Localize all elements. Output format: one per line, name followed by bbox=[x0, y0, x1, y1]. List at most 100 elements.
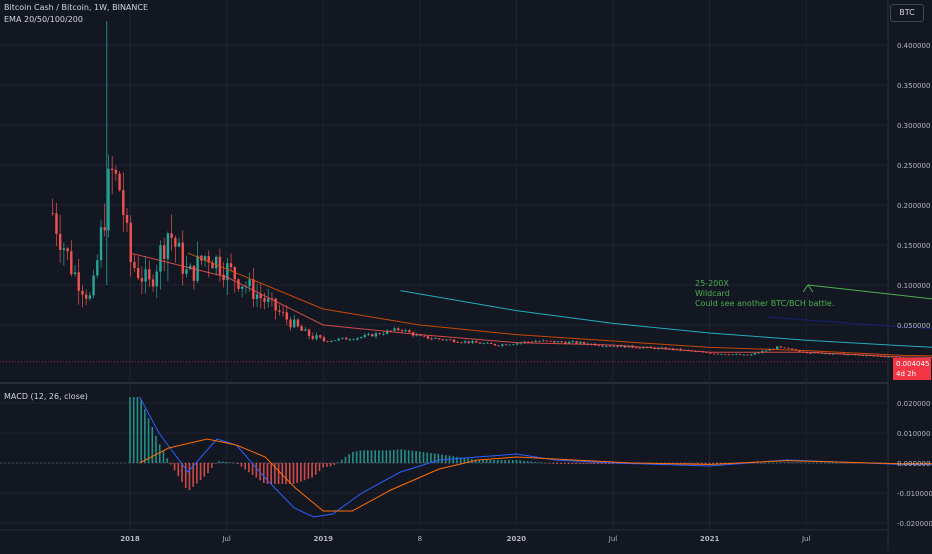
candle-body bbox=[516, 343, 518, 344]
candle-body bbox=[63, 248, 65, 250]
candle-body bbox=[757, 353, 759, 354]
candle-body bbox=[144, 269, 146, 281]
candle-body bbox=[338, 339, 340, 341]
candle-body bbox=[230, 263, 232, 267]
candle-body bbox=[750, 354, 752, 355]
macd-histogram-bar bbox=[501, 460, 503, 463]
time-tick-label: 2021 bbox=[700, 535, 720, 543]
candle-body bbox=[267, 299, 269, 302]
macd-histogram-bar bbox=[170, 463, 172, 465]
macd-histogram-bar bbox=[761, 463, 763, 464]
candle-body bbox=[360, 337, 362, 338]
price-tick-label: 0.350000 bbox=[897, 82, 930, 90]
macd-histogram-bar bbox=[456, 457, 458, 463]
time-tick-label: 8 bbox=[418, 535, 422, 543]
candle-body bbox=[538, 341, 540, 342]
time-tick-label: Jul bbox=[801, 535, 811, 543]
macd-histogram-bar bbox=[196, 463, 198, 483]
candle-body bbox=[401, 330, 403, 331]
candle-body bbox=[434, 338, 436, 339]
candle-body bbox=[286, 312, 288, 319]
macd-histogram-bar bbox=[820, 463, 822, 464]
candle-body bbox=[471, 341, 473, 343]
candle-body bbox=[783, 347, 785, 348]
macd-histogram-bar bbox=[802, 463, 804, 464]
macd-histogram-bar bbox=[464, 458, 466, 463]
macd-label[interactable]: MACD (12, 26, close) bbox=[4, 392, 88, 402]
candle-body bbox=[397, 328, 399, 330]
candle-body bbox=[746, 355, 748, 356]
candle-body bbox=[809, 353, 811, 354]
macd-histogram-bar bbox=[356, 451, 358, 463]
candle-body bbox=[364, 335, 366, 337]
price-tick-label: 0.250000 bbox=[897, 162, 930, 170]
macd-histogram-bar bbox=[300, 463, 302, 482]
candle-body bbox=[509, 345, 511, 346]
annotation-text[interactable]: 25-200X Wildcard Could see another BTC/B… bbox=[695, 279, 834, 309]
macd-histogram-bar bbox=[319, 463, 321, 471]
candle-body bbox=[546, 341, 548, 342]
macd-histogram-bar bbox=[140, 401, 142, 463]
candle-body bbox=[274, 299, 276, 311]
macd-histogram-bar bbox=[530, 462, 532, 463]
candle-body bbox=[780, 346, 782, 347]
macd-histogram-bar bbox=[824, 463, 826, 464]
candle-body bbox=[66, 248, 68, 251]
candle-body bbox=[256, 294, 258, 299]
macd-histogram-bar bbox=[817, 463, 819, 464]
macd-histogram-bar bbox=[534, 462, 536, 463]
candle-body bbox=[111, 169, 113, 170]
candle-body bbox=[152, 279, 154, 286]
candle-body bbox=[479, 343, 481, 344]
macd-histogram-bar bbox=[490, 460, 492, 463]
macd-histogram-bar bbox=[452, 456, 454, 463]
candle-body bbox=[289, 320, 291, 328]
candle-body bbox=[527, 342, 529, 343]
macd-histogram-bar bbox=[181, 463, 183, 482]
macd-histogram-bar bbox=[151, 427, 153, 463]
candle-body bbox=[549, 341, 551, 342]
candle-body bbox=[382, 334, 384, 335]
candle-body bbox=[148, 269, 150, 279]
macd-histogram-bar bbox=[400, 449, 402, 463]
candle-body bbox=[609, 346, 611, 347]
candle-body bbox=[334, 340, 336, 341]
macd-histogram-bar bbox=[538, 462, 540, 463]
macd-histogram-bar bbox=[155, 436, 157, 463]
candle-body bbox=[735, 354, 737, 355]
currency-button[interactable]: BTC bbox=[890, 4, 924, 22]
macd-histogram-bar bbox=[148, 418, 150, 463]
candle-body bbox=[356, 338, 358, 339]
macd-histogram-bar bbox=[389, 450, 391, 463]
candle-body bbox=[341, 338, 343, 339]
candle-body bbox=[456, 342, 458, 343]
macd-histogram-bar bbox=[835, 463, 837, 464]
candle-body bbox=[300, 326, 302, 331]
candle-body bbox=[553, 341, 555, 342]
macd-histogram-bar bbox=[508, 460, 510, 463]
ema-indicator-label[interactable]: EMA 20/50/100/200 bbox=[4, 15, 83, 25]
macd-histogram-bar bbox=[412, 451, 414, 463]
macd-histogram-bar bbox=[244, 463, 246, 469]
macd-histogram-bar bbox=[553, 463, 555, 464]
macd-histogram-bar bbox=[311, 463, 313, 478]
candle-body bbox=[70, 251, 72, 274]
macd-histogram-bar bbox=[482, 460, 484, 463]
time-tick-label: 2019 bbox=[313, 535, 333, 543]
candle-body bbox=[55, 213, 57, 233]
price-tick-label: 0.050000 bbox=[897, 322, 930, 330]
macd-histogram-bar bbox=[178, 463, 180, 476]
candle-body bbox=[453, 340, 455, 342]
macd-histogram-bar bbox=[345, 457, 347, 463]
candle-body bbox=[483, 343, 485, 344]
candle-body bbox=[787, 348, 789, 349]
macd-histogram-bar bbox=[787, 462, 789, 463]
macd-histogram-bar bbox=[809, 463, 811, 464]
macd-histogram-bar bbox=[765, 463, 767, 464]
macd-histogram-bar bbox=[582, 463, 584, 464]
macd-histogram-bar bbox=[850, 463, 852, 464]
macd-histogram-bar bbox=[843, 463, 845, 464]
macd-histogram-bar bbox=[289, 463, 291, 484]
